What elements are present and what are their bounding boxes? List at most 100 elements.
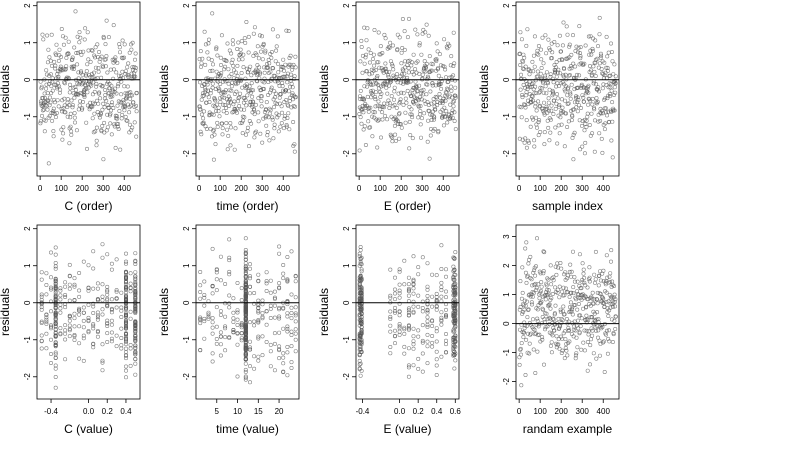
data-point: [44, 331, 49, 336]
data-point: [256, 320, 261, 325]
data-point: [591, 351, 596, 356]
data-point: [104, 128, 109, 133]
data-point: [266, 115, 271, 120]
data-point: [274, 48, 279, 53]
data-point: [206, 316, 211, 321]
data-point: [388, 316, 393, 321]
data-point: [368, 125, 373, 130]
data-point: [393, 132, 398, 137]
data-point: [240, 57, 245, 62]
data-point: [392, 85, 397, 90]
data-point: [359, 285, 364, 290]
data-point: [236, 99, 241, 104]
data-point: [565, 273, 570, 278]
data-point: [53, 310, 58, 315]
x-tick-label: 400: [597, 184, 611, 193]
data-point: [243, 361, 248, 366]
data-point: [109, 307, 114, 312]
y-axis-title: residuals: [317, 288, 331, 336]
data-point: [257, 65, 262, 70]
data-point: [114, 70, 119, 75]
data-point: [409, 107, 414, 112]
data-point: [86, 329, 91, 334]
data-point: [449, 54, 454, 59]
data-point: [124, 342, 129, 347]
data-point: [130, 40, 135, 45]
data-point: [259, 99, 264, 104]
data-point: [220, 132, 225, 137]
data-point: [116, 122, 121, 127]
data-point: [358, 256, 363, 261]
data-point: [611, 304, 616, 309]
data-point: [234, 106, 239, 111]
data-point: [229, 51, 234, 56]
data-point: [608, 296, 613, 301]
data-point: [411, 309, 416, 314]
data-point: [89, 48, 94, 53]
x-axis: 0 100 200 300 400: [197, 176, 290, 193]
data-point: [44, 282, 49, 287]
data-point: [293, 331, 298, 336]
data-point: [291, 120, 296, 125]
data-point: [48, 351, 53, 356]
data-point: [260, 298, 265, 303]
data-point: [359, 331, 364, 336]
data-point: [256, 308, 261, 313]
data-point: [568, 92, 573, 97]
data-point: [606, 50, 611, 55]
data-point: [81, 318, 86, 323]
data-point: [388, 295, 393, 300]
data-point: [540, 35, 545, 40]
data-point: [430, 294, 435, 299]
data-point: [562, 293, 567, 298]
data-point: [610, 100, 615, 105]
data-point: [276, 70, 281, 75]
data-point: [48, 100, 53, 105]
data-point: [264, 309, 269, 314]
data-point: [65, 100, 70, 105]
data-point: [442, 64, 447, 69]
data-point: [128, 289, 133, 294]
data-point: [608, 271, 613, 276]
data-point: [538, 271, 543, 276]
data-point: [51, 106, 56, 111]
data-point: [260, 314, 265, 319]
data-point: [592, 118, 597, 123]
data-point: [243, 40, 248, 45]
data-point: [525, 27, 530, 32]
data-point: [528, 254, 533, 259]
data-point: [88, 100, 93, 105]
data-point: [86, 263, 91, 268]
data-point: [77, 324, 82, 329]
data-point: [264, 322, 269, 327]
data-point: [114, 289, 119, 294]
data-point: [133, 298, 138, 303]
data-point: [204, 100, 209, 105]
data-point: [413, 27, 418, 32]
data-point: [214, 270, 219, 275]
data-point: [267, 138, 272, 143]
data-point: [382, 81, 387, 86]
data-point: [65, 97, 70, 102]
data-point: [436, 129, 441, 134]
data-point: [256, 354, 261, 359]
data-point: [434, 297, 439, 302]
data-point: [546, 96, 551, 101]
data-point: [93, 65, 98, 70]
data-point: [611, 93, 616, 98]
data-point: [218, 278, 223, 283]
data-point: [105, 252, 110, 257]
data-point: [427, 54, 432, 59]
data-point: [526, 138, 531, 143]
data-point: [124, 276, 129, 281]
data-point: [63, 323, 68, 328]
data-point: [434, 326, 439, 331]
data-point: [231, 319, 236, 324]
data-point: [53, 245, 58, 250]
data-point: [524, 240, 529, 245]
y-tick-label: 2: [182, 3, 191, 8]
data-point: [563, 89, 568, 94]
data-point: [358, 373, 363, 378]
